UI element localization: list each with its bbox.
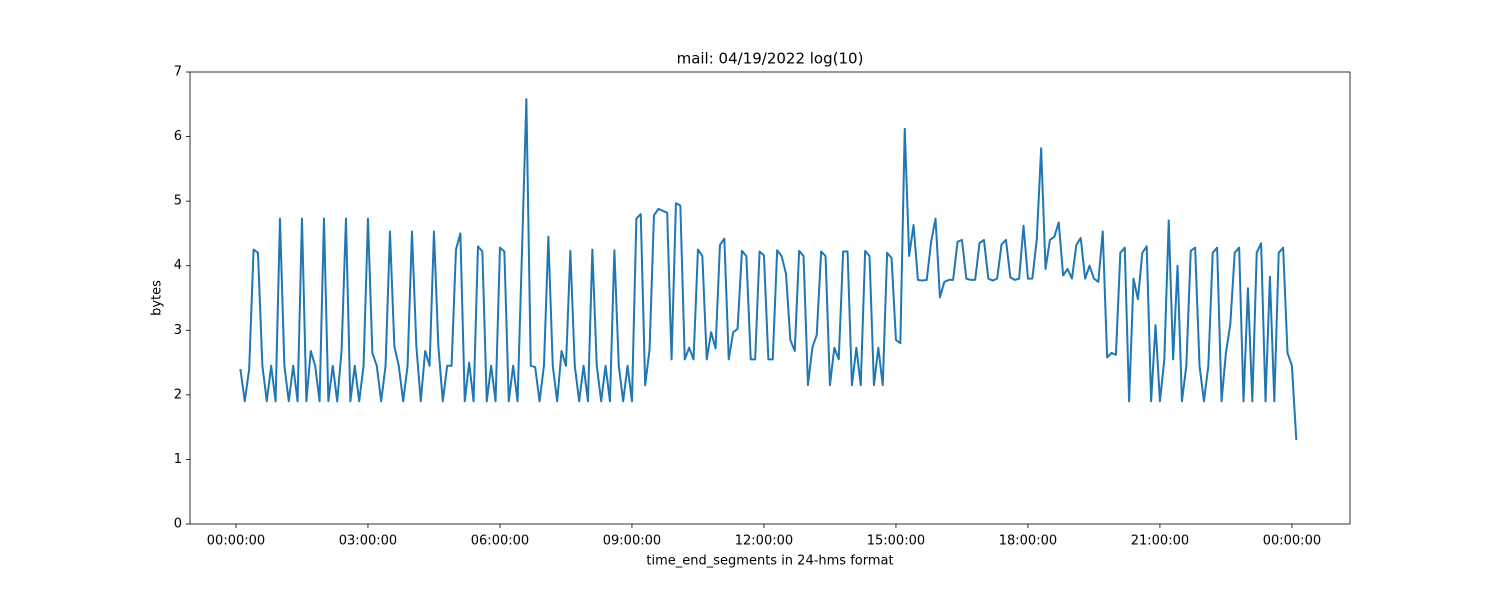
plot-frame <box>189 71 1351 525</box>
y-tick-label: 6 <box>174 129 182 144</box>
chart-title: mail: 04/19/2022 log(10) <box>677 50 864 68</box>
x-tick-label: 03:00:00 <box>339 534 397 549</box>
x-axis-label: time_end_segments in 24-hms format <box>646 554 893 569</box>
x-tick-label: 15:00:00 <box>867 534 925 549</box>
x-tick-label: 00:00:00 <box>207 534 265 549</box>
x-tick-label: 00:00:00 <box>1263 534 1321 549</box>
y-tick-label: 1 <box>174 452 182 467</box>
y-tick-label: 0 <box>174 517 182 532</box>
x-tick-label: 09:00:00 <box>603 534 661 549</box>
data-line <box>239 98 1298 441</box>
x-tick-label: 06:00:00 <box>471 534 529 549</box>
y-tick-label: 4 <box>174 258 182 273</box>
y-tick-label: 7 <box>174 65 182 80</box>
x-tick-label: 18:00:00 <box>999 534 1057 549</box>
y-tick-label: 5 <box>174 194 182 209</box>
y-tick-label: 3 <box>174 323 182 338</box>
x-tick-label: 12:00:00 <box>735 534 793 549</box>
y-tick-label: 2 <box>174 387 182 402</box>
y-axis-label: bytes <box>150 280 165 316</box>
x-tick-label: 21:00:00 <box>1131 534 1189 549</box>
